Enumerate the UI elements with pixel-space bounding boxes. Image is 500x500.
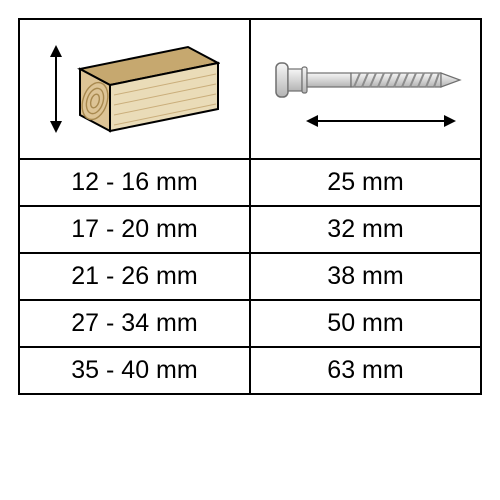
thickness-cell: 17 - 20 mm — [19, 206, 250, 253]
table-row: 21 - 26 mm38 mm — [19, 253, 481, 300]
screw-cell: 63 mm — [250, 347, 481, 394]
screw-icon — [266, 51, 466, 109]
thickness-cell: 35 - 40 mm — [19, 347, 250, 394]
size-table: 12 - 16 mm25 mm17 - 20 mm32 mm21 - 26 mm… — [18, 18, 482, 395]
thickness-cell: 12 - 16 mm — [19, 159, 250, 206]
length-arrow-icon — [306, 115, 456, 127]
header-wood-thickness — [19, 19, 250, 159]
screw-cell: 38 mm — [250, 253, 481, 300]
thickness-cell: 21 - 26 mm — [19, 253, 250, 300]
screw-cell: 25 mm — [250, 159, 481, 206]
thickness-cell: 27 - 34 mm — [19, 300, 250, 347]
screw-cell: 50 mm — [250, 300, 481, 347]
table-row: 27 - 34 mm50 mm — [19, 300, 481, 347]
height-arrow-icon — [50, 45, 62, 133]
table-row: 17 - 20 mm32 mm — [19, 206, 481, 253]
table-row: 35 - 40 mm63 mm — [19, 347, 481, 394]
screw-cell: 32 mm — [250, 206, 481, 253]
table-row: 12 - 16 mm25 mm — [19, 159, 481, 206]
wood-plank-icon — [70, 39, 220, 139]
header-screw-length — [250, 19, 481, 159]
